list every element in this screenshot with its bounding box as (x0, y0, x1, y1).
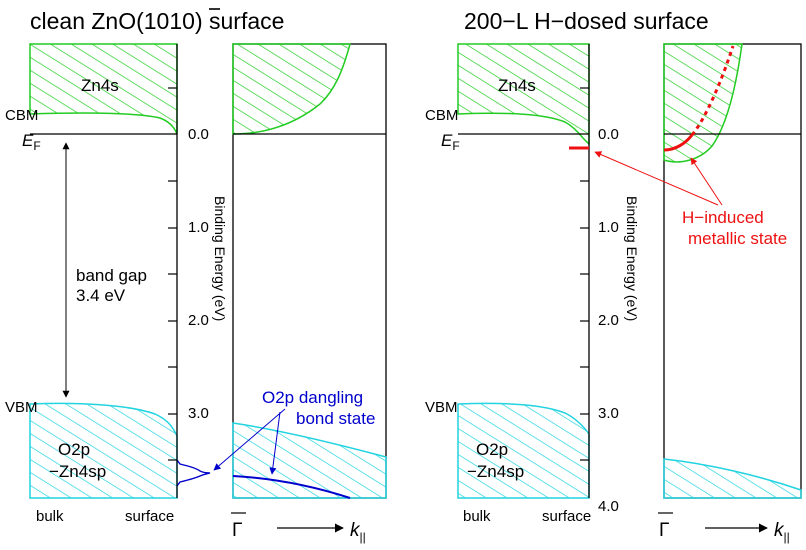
left-cbm-label: CBM (5, 107, 38, 124)
left-conduction-band (29, 43, 178, 135)
right-cbm-label: CBM (425, 107, 458, 124)
right-axis-ticks (580, 87, 589, 461)
dangling-arrow-1 (213, 408, 286, 471)
tick-label: 0.0 (598, 126, 619, 143)
h-state-arrow-1 (594, 151, 719, 206)
tick-label: 4.0 (598, 498, 619, 515)
left-surface-label: surface (125, 508, 174, 525)
left-k-dangling-dispersion (232, 475, 351, 499)
right-k-h-state (663, 134, 694, 152)
dangling-state-peak (176, 459, 211, 487)
left-k-label: k|| (350, 520, 366, 544)
tick-label: 3.0 (598, 405, 619, 422)
right-surface-label: surface (542, 508, 591, 525)
left-vbm-label: VBM (5, 399, 38, 416)
tick-label: 2.0 (188, 312, 209, 329)
right-valence-band (457, 402, 590, 499)
dangling-label: O2p dangling (262, 388, 363, 407)
right-axis-title: Binding Energy (eV) (624, 196, 640, 321)
dangling-arrow-2 (269, 411, 281, 475)
left-k-conduction-band (232, 43, 351, 135)
h-state-label: H−induced (682, 208, 764, 227)
overbar-digit: 1 (169, 8, 182, 34)
right-title: 200−L H−dosed surface (464, 8, 709, 34)
left-axis-ticks (168, 87, 177, 461)
left-valence-band (29, 402, 178, 499)
left-o2p-label-2: −Zn4sp (49, 462, 106, 481)
tick-label: 0.0 (188, 126, 209, 143)
left-bulk-label: bulk (36, 508, 64, 525)
band-gap-label: band gap (76, 266, 147, 285)
right-vbm-label: VBM (425, 399, 458, 416)
tick-label: 1.0 (188, 219, 209, 236)
tick-label: 2.0 (598, 312, 619, 329)
right-k-h-state-dotted (690, 45, 735, 136)
right-k-label: k|| (774, 520, 790, 544)
right-k-valence-band (663, 458, 802, 499)
right-conduction-band (457, 43, 590, 146)
right-k-conduction-band (663, 43, 743, 163)
left-ef-label: EF (22, 131, 41, 153)
left-title: clean ZnO(1010) surface (30, 8, 284, 34)
left-zn4s-label: Zn4s (81, 76, 119, 95)
dangling-label-2: bond state (296, 409, 375, 428)
right-o2p-label: O2p (476, 440, 508, 459)
band-gap-value: 3.4 eV (76, 286, 126, 305)
left-axis-title: Binding Energy (eV) (212, 196, 228, 321)
left-diagram: 0.0 1.0 2.0 3.0 Binding Energy (eV) Zn4s… (5, 43, 387, 544)
right-gamma-label: Γ (659, 520, 669, 541)
right-bulk-label: bulk (463, 508, 491, 525)
left-o2p-label: O2p (58, 440, 90, 459)
tick-label: 1.0 (598, 219, 619, 236)
right-diagram: 0.0 1.0 2.0 3.0 4.0 Binding Energy (eV) … (425, 43, 802, 544)
right-ef-label: EF (441, 131, 460, 153)
left-gamma-label: Γ (232, 520, 242, 541)
right-o2p-label-2: −Zn4sp (467, 462, 524, 481)
svg-text:clean ZnO(1010) surface: clean ZnO(1010) surface (30, 8, 284, 34)
right-zn4s-label: Zn4s (498, 76, 536, 95)
tick-label: 3.0 (188, 405, 209, 422)
h-state-label-2: metallic state (688, 229, 787, 248)
h-state-arrow-2 (690, 157, 723, 206)
